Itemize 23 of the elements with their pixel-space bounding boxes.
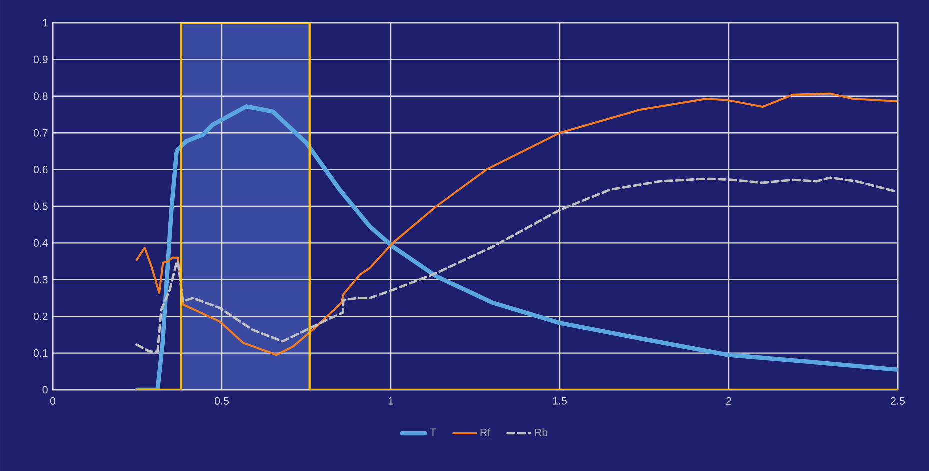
x-tick-label: 2.5 [891,397,905,405]
x-tick-label: 0 [50,397,56,405]
y-tick-label: 0.7 [34,129,48,137]
y-tick-label: 0.8 [34,92,48,100]
x-tick-label: 2 [726,397,732,405]
line-series [136,176,898,354]
x-tick-label: 1 [388,397,394,405]
y-tick-label: 1 [43,19,48,27]
legend-label: Rb [535,428,548,436]
y-tick-label: 0.9 [34,56,48,64]
y-tick-label: 0.1 [34,350,48,358]
x-tick-label: 1.5 [553,397,567,405]
line-series [136,92,898,356]
legend-label: Rf [480,428,491,436]
x-tick-label: 0.5 [215,397,229,405]
y-tick-label: 0.2 [34,312,48,320]
y-tick-label: 0.4 [34,239,48,247]
y-tick-label: 0.5 [34,202,48,210]
line-series [135,104,898,390]
y-tick-label: 0 [42,386,48,394]
y-tick-label: 0.6 [34,166,48,174]
y-tick-label: 0.3 [34,276,48,284]
legend-label: T [430,428,436,436]
